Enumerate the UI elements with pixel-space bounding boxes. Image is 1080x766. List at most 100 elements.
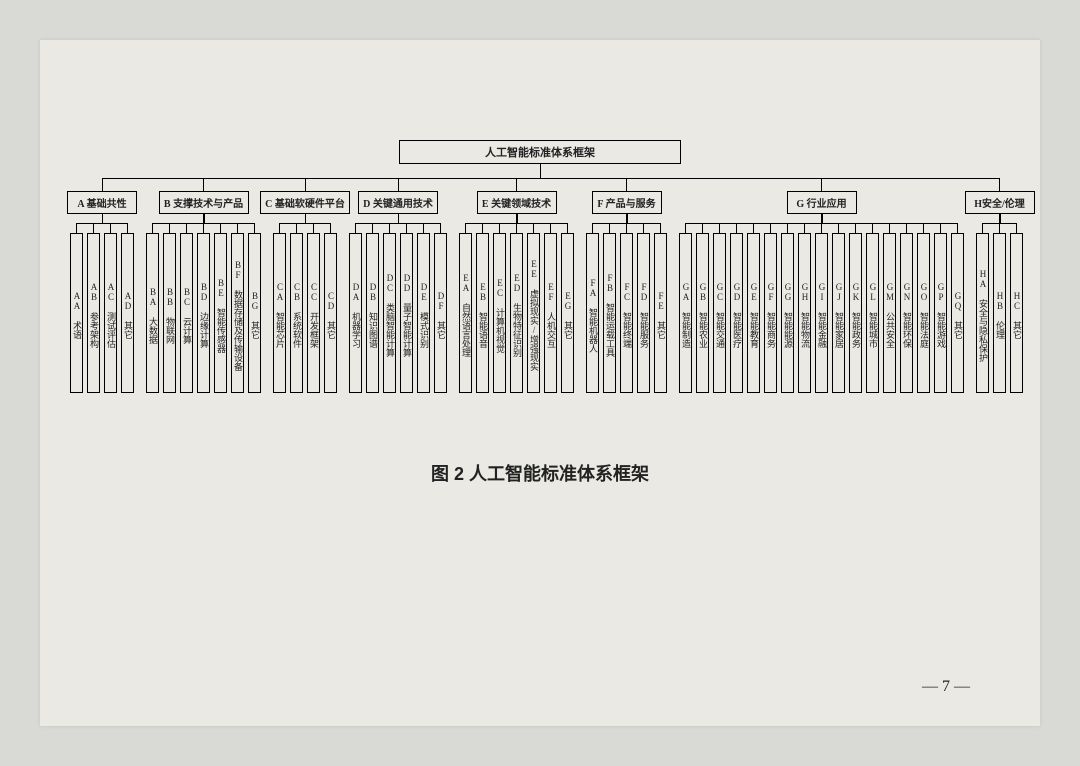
leaf-box: HA 安全与隐私保护: [976, 233, 989, 393]
leaf-stem: [719, 223, 720, 233]
leaf-box: DF 其它: [434, 233, 447, 393]
leaf-box: FC 智能终端: [620, 233, 633, 393]
leaf-node: FD 智能服务: [637, 223, 650, 393]
leaf-stem: [516, 223, 517, 233]
leaf-node: AB 参考架构: [87, 223, 100, 393]
leaf-stem: [330, 223, 331, 233]
leaf-node: CB 系统软件: [290, 223, 303, 393]
page-number: — 7 —: [922, 678, 970, 696]
leaf-node: BE 智能传感器: [214, 223, 227, 393]
leaf-stem: [999, 223, 1000, 233]
document-page: 人工智能标准体系框架 A 基础共性AA 术语AB 参考架构AC 测试评估AD 其…: [40, 40, 1040, 726]
leaf-box: GN 智能环保: [900, 233, 913, 393]
leaf-node: GE 智能教育: [747, 223, 760, 393]
leaf-stem: [220, 223, 221, 233]
leaf-node: DE 模式识别: [417, 223, 430, 393]
leaf-stem: [626, 223, 627, 233]
leaf-box: FD 智能服务: [637, 233, 650, 393]
leaf-stem: [440, 223, 441, 233]
leaf-node: FE 其它: [654, 223, 667, 393]
leaf-stem: [423, 223, 424, 233]
category-box: E 关键领域技术: [477, 191, 557, 214]
leaf-node: CA 智能芯片: [273, 223, 286, 393]
leaf-node: HB 伦理: [993, 223, 1006, 393]
leaf-stem: [567, 223, 568, 233]
leaf-node: GB 智能农业: [696, 223, 709, 393]
leaf-box: CD 其它: [324, 233, 337, 393]
leaf-node: DF 其它: [434, 223, 447, 393]
leaf-connector-line: [280, 223, 331, 224]
category-stem: [516, 179, 517, 191]
leaf-stem: [499, 223, 500, 233]
leaf-stem: [1016, 223, 1017, 233]
category-stem: [203, 179, 204, 191]
category-box: C 基础软硬件平台: [260, 191, 350, 214]
leaf-node: GD 智能医疗: [730, 223, 743, 393]
leaf-node: GM 公共安全: [883, 223, 896, 393]
leaf-stem: [482, 223, 483, 233]
category-join-stem: [305, 213, 306, 223]
leaf-node: BB 物联网: [163, 223, 176, 393]
leaf-box: ED 生物特征识别: [510, 233, 523, 393]
leaf-box: GF 智能商务: [764, 233, 777, 393]
leaf-box: GQ 其它: [951, 233, 964, 393]
leaf-box: DB 知识图谱: [366, 233, 379, 393]
leaf-box: CC 开发框架: [307, 233, 320, 393]
leaf-stem: [660, 223, 661, 233]
leaf-stem: [550, 223, 551, 233]
category-stem: [626, 179, 627, 191]
leaf-node: GC 智能交通: [713, 223, 726, 393]
leaf-node: GG 智能能源: [781, 223, 794, 393]
figure-caption: 图 2 人工智能标准体系框架: [40, 460, 1040, 486]
leaf-node: GO 智能法庭: [917, 223, 930, 393]
leaf-node: EC 计算机视觉: [493, 223, 506, 393]
leaf-stem: [838, 223, 839, 233]
leaf-node: ED 生物特征识别: [510, 223, 523, 393]
leaf-box: GD 智能医疗: [730, 233, 743, 393]
leaf-box: CB 系统软件: [290, 233, 303, 393]
leaf-node: EE 虚拟现实/增强现实: [527, 223, 540, 393]
leaf-node: AA 术语: [70, 223, 83, 393]
leaf-box: HC 其它: [1010, 233, 1023, 393]
leaf-box: DD 量子智能计算: [400, 233, 413, 393]
leaf-box: HB 伦理: [993, 233, 1006, 393]
leaf-box: FE 其它: [654, 233, 667, 393]
category-stem: [305, 179, 306, 191]
leaf-stem: [702, 223, 703, 233]
leaf-node: GN 智能环保: [900, 223, 913, 393]
leaf-node: HA 安全与隐私保护: [976, 223, 989, 393]
leaf-stem: [533, 223, 534, 233]
leaf-box: EE 虚拟现实/增强现实: [527, 233, 540, 393]
leaf-node: FB 智能运载工具: [603, 223, 616, 393]
root-stem: [540, 164, 541, 178]
leaf-stem: [872, 223, 873, 233]
leaf-node: EB 智能语音: [476, 223, 489, 393]
leaf-box: BA 大数据: [146, 233, 159, 393]
leaf-stem: [169, 223, 170, 233]
leaf-node: BA 大数据: [146, 223, 159, 393]
leaf-node: GF 智能商务: [764, 223, 777, 393]
category-join-stem: [822, 213, 823, 223]
leaf-box: DA 机器学习: [349, 233, 362, 393]
leaf-node: BD 边缘计算: [197, 223, 210, 393]
leaf-stem: [237, 223, 238, 233]
leaf-node: GH 智能物流: [798, 223, 811, 393]
leaf-node: GI 智能金融: [815, 223, 828, 393]
leaf-node: BC 云计算: [180, 223, 193, 393]
leaf-box: DE 模式识别: [417, 233, 430, 393]
leaf-node: GL 智能城市: [866, 223, 879, 393]
leaf-stem: [804, 223, 805, 233]
category-join-stem: [204, 213, 205, 223]
category-box: H安全/伦理: [965, 191, 1035, 214]
leaf-box: DC 类脑智能计算: [383, 233, 396, 393]
leaf-stem: [957, 223, 958, 233]
category-box: D 关键通用技术: [358, 191, 438, 214]
leaf-box: GH 智能物流: [798, 233, 811, 393]
leaf-node: GJ 智能家居: [832, 223, 845, 393]
leaf-box: GK 智能政务: [849, 233, 862, 393]
leaf-box: EB 智能语音: [476, 233, 489, 393]
category-stem: [398, 179, 399, 191]
leaf-node: AC 测试评估: [104, 223, 117, 393]
leaf-box: BB 物联网: [163, 233, 176, 393]
leaf-stem: [685, 223, 686, 233]
